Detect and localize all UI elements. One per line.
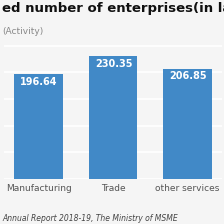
Text: 230.35: 230.35 (95, 59, 132, 69)
Bar (89, 56, 137, 179)
Text: Annual Report 2018-19, The Ministry of MSME: Annual Report 2018-19, The Ministry of M… (2, 214, 178, 223)
Text: 206.85: 206.85 (169, 71, 207, 81)
Text: 196.64: 196.64 (20, 77, 58, 87)
Text: (Activity): (Activity) (2, 27, 43, 36)
Bar (164, 69, 212, 179)
Text: ed number of enterprises(in lakhs): ed number of enterprises(in lakhs) (2, 2, 224, 15)
Bar (14, 74, 63, 179)
